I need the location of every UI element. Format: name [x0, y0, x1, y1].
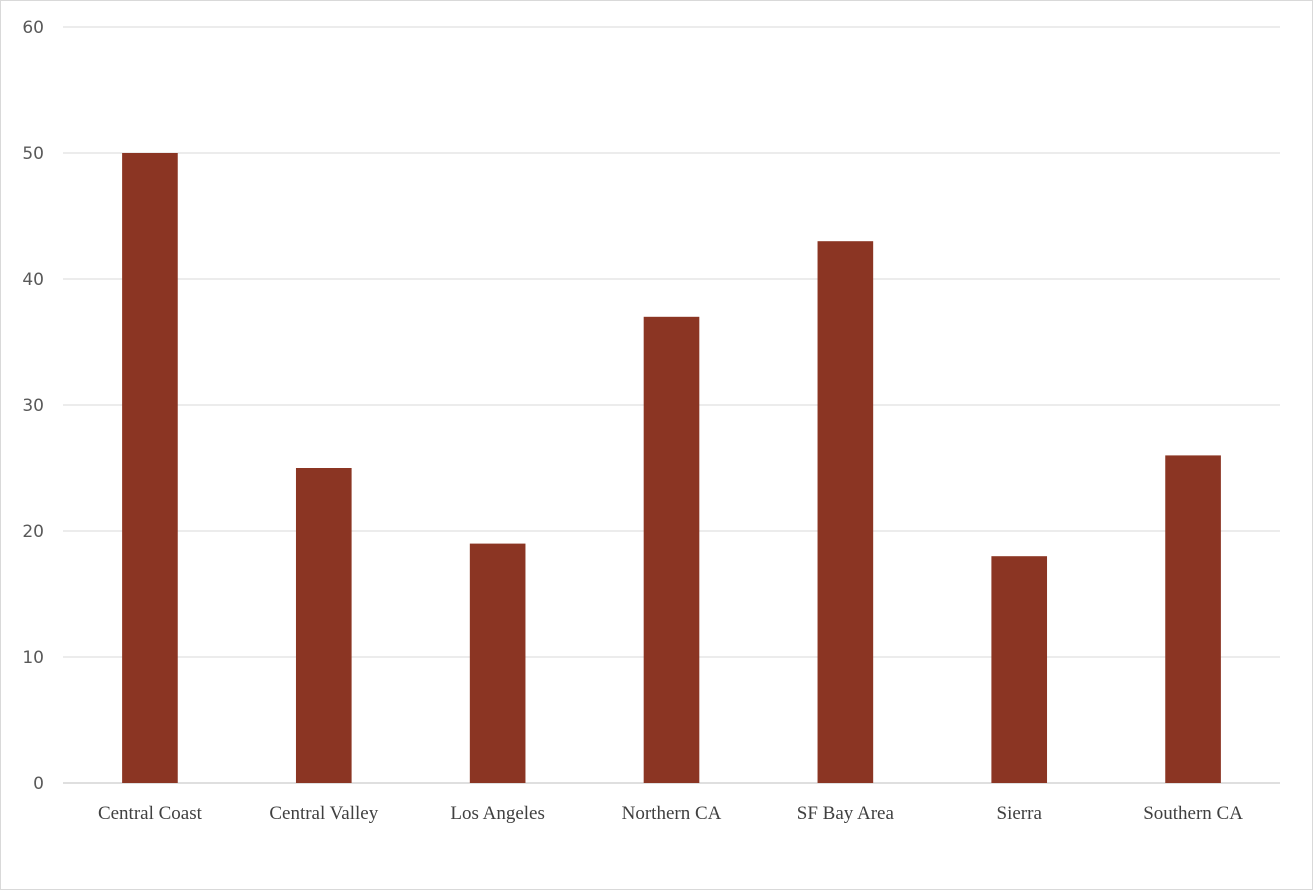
bars — [122, 153, 1221, 783]
bar-central-valley — [295, 468, 352, 783]
bar-los-angeles — [469, 543, 526, 783]
x-tick-label: Sierra — [997, 803, 1043, 824]
x-tick-label: Los Angeles — [450, 803, 544, 824]
bar-sierra — [991, 556, 1048, 783]
x-tick-label: SF Bay Area — [797, 803, 895, 824]
x-tick-label: Central Coast — [98, 803, 203, 824]
x-tick-label: Northern CA — [622, 803, 722, 824]
x-tick-label: Central Valley — [269, 803, 378, 824]
y-tick-label: 40 — [22, 270, 44, 290]
y-tick-label: 50 — [22, 144, 44, 164]
y-tick-label: 10 — [22, 648, 44, 668]
bar-southern-ca — [1165, 455, 1221, 783]
y-tick-label: 20 — [22, 522, 44, 542]
bar-sf-bay-area — [817, 241, 874, 783]
bar-central-coast — [122, 153, 178, 783]
bar-northern-ca — [643, 316, 700, 783]
y-axis-tick-labels: 0 10 20 30 40 50 60 — [22, 18, 44, 794]
x-axis-tick-labels: Central Coast Central Valley Los Angeles No… — [98, 803, 1243, 824]
x-tick-label: Southern CA — [1143, 803, 1243, 824]
y-tick-label: 30 — [22, 396, 44, 416]
y-tick-label: 60 — [22, 18, 44, 38]
y-tick-label: 0 — [33, 774, 44, 794]
